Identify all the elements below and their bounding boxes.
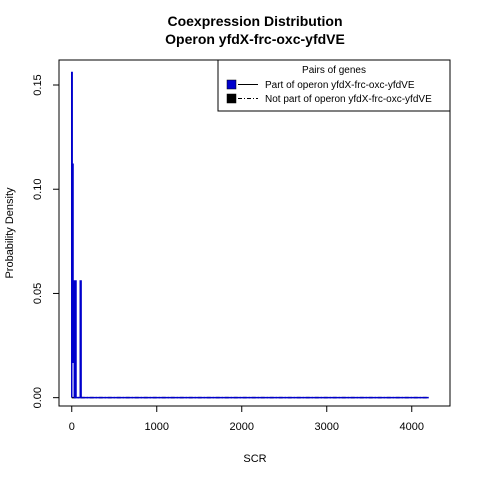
series-layer <box>71 71 429 399</box>
legend-entry-part: Part of operon yfdX-frc-oxc-yfdVE <box>265 80 415 91</box>
legend-swatch-not-part <box>226 93 237 104</box>
x-tick-label-0: 0 <box>69 421 75 433</box>
x-tick-label-1: 1000 <box>145 421 169 433</box>
legend-title: Pairs of genes <box>302 65 366 76</box>
y-tick-label-1: 0.05 <box>32 283 44 304</box>
x-axis: 0 1000 2000 3000 4000 <box>69 406 424 433</box>
x-axis-label: SCR <box>243 453 266 465</box>
y-tick-label-3: 0.15 <box>32 74 44 95</box>
chart-title: Coexpression Distribution <box>167 13 342 29</box>
chart-subtitle: Operon yfdX-frc-oxc-yfdVE <box>165 31 345 47</box>
legend-entry-not-part: Not part of operon yfdX-frc-oxc-yfdVE <box>265 94 432 105</box>
legend-swatch-part <box>226 79 237 90</box>
y-tick-label-0: 0.00 <box>32 387 44 408</box>
x-tick-label-3: 3000 <box>315 421 339 433</box>
legend-box <box>217 59 451 112</box>
legend: Pairs of genes Part of operon yfdX-frc-o… <box>217 59 451 112</box>
x-tick-label-4: 4000 <box>400 421 424 433</box>
y-axis: 0.00 0.05 0.10 0.15 <box>32 74 59 408</box>
series-line-0 <box>71 71 429 399</box>
x-tick-label-2: 2000 <box>230 421 254 433</box>
y-tick-label-2: 0.10 <box>32 179 44 200</box>
y-axis-label: Probability Density <box>4 187 16 279</box>
